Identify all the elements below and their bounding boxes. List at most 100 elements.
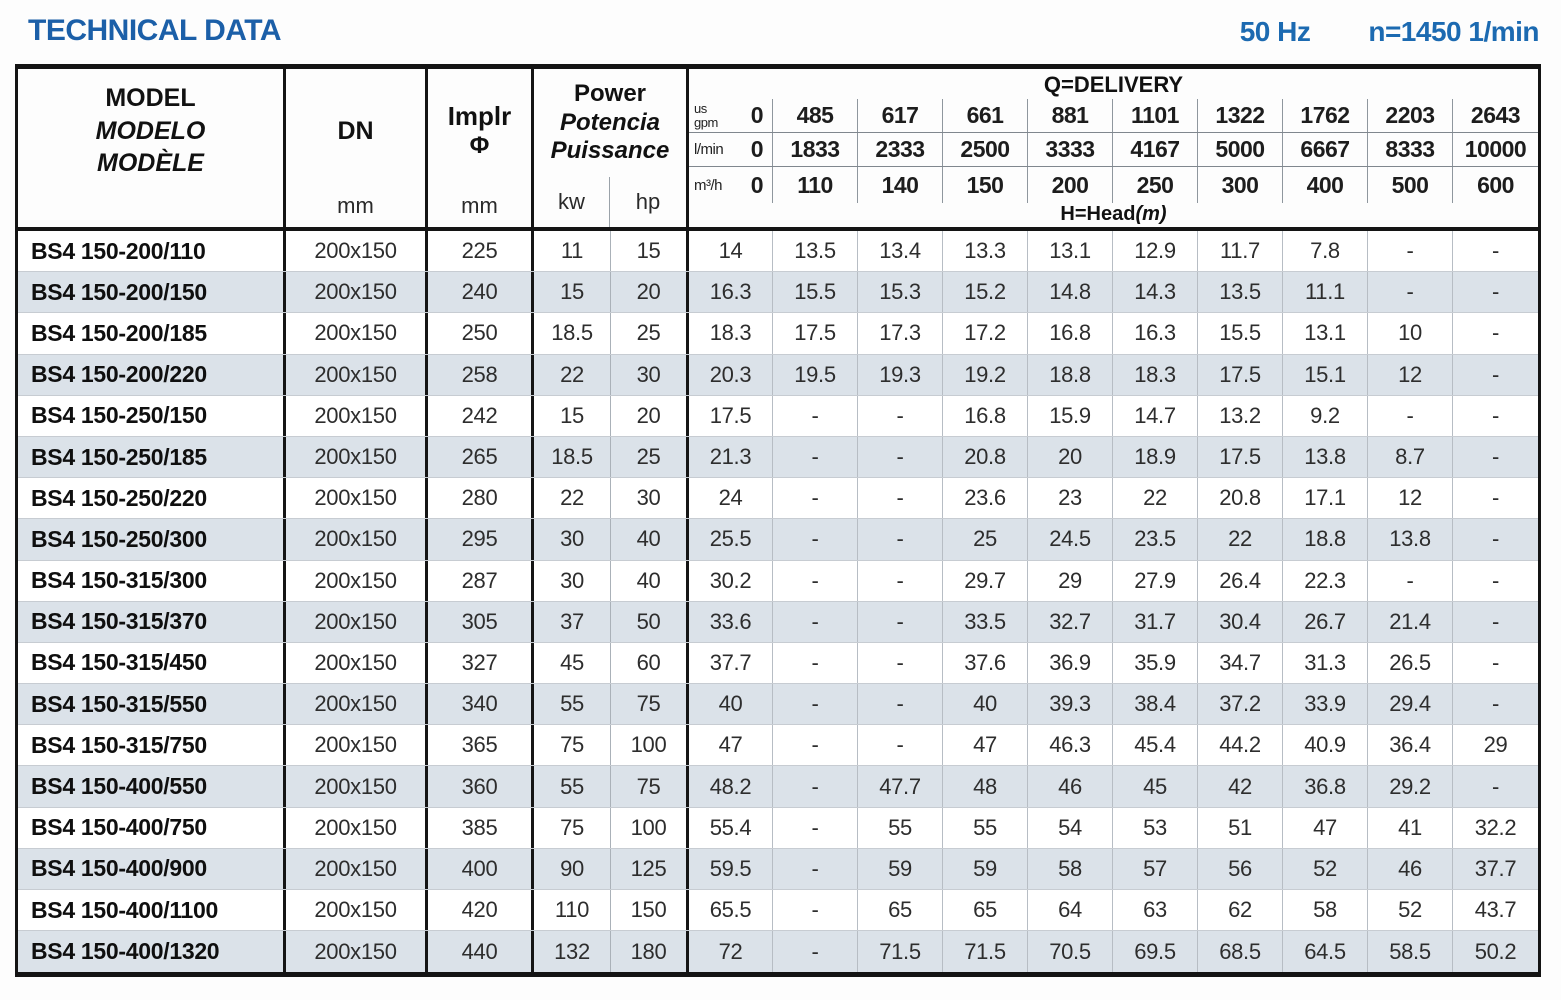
head-value-cell: 39.3	[1028, 684, 1113, 725]
head-value-cell: 37.6	[943, 642, 1028, 684]
head-value-cell: 35.9	[1113, 642, 1198, 684]
head-value-cell: 55	[858, 807, 943, 848]
impeller-cell: 265	[428, 436, 534, 478]
impeller-cell: 340	[428, 684, 534, 725]
head-value-cell: 19.5	[773, 354, 858, 395]
head-value-cell: 18.8	[1028, 354, 1113, 395]
head-value-cell: -	[773, 560, 858, 601]
impeller-cell: 440	[428, 931, 534, 973]
head-value-cell: -	[773, 519, 858, 560]
flow-value-cell: 1101	[1113, 99, 1198, 132]
head-value-cell: 26.4	[1198, 560, 1283, 601]
kw-cell: 90	[534, 848, 611, 889]
head-value-cell: 52	[1368, 890, 1453, 931]
head-row-label: H=Head(m)	[689, 203, 1538, 227]
head-value-cell: 22	[1198, 519, 1283, 560]
power-label-es: Potencia	[559, 108, 661, 136]
head-value-cell: 41	[1368, 807, 1453, 848]
head-value-cell: 40.9	[1283, 725, 1368, 766]
head-value-cell: 46	[1368, 848, 1453, 889]
head-value-cell: -	[773, 436, 858, 478]
hp-cell: 60	[611, 642, 689, 684]
head-value-cell: 32.7	[1028, 601, 1113, 642]
head-value-cell: 34.7	[1198, 642, 1283, 684]
head-value-cell: 18.3	[689, 313, 773, 354]
dn-cell: 200x150	[286, 807, 428, 848]
flow-value: 0	[750, 171, 764, 198]
head-value-cell: 13.2	[1198, 395, 1283, 436]
head-value-cell: 15.9	[1028, 395, 1113, 436]
impeller-cell: 280	[428, 478, 534, 519]
head-value-cell: 47	[1283, 807, 1368, 848]
flow-value-cell: 2643	[1470, 102, 1521, 128]
head-value-cell: 29.7	[943, 560, 1028, 601]
table-row: BS4 150-200/150 200x150 240 15 20 16.3 15.5 15.…	[18, 272, 1538, 314]
hp-cell: 75	[611, 684, 689, 725]
dn-unit: mm	[337, 193, 374, 218]
head-value-cell: 12	[1368, 354, 1453, 395]
model-cell: BS4 150-200/185	[18, 313, 286, 354]
operating-conditions: 50 Hz n=1450 1/min	[1240, 14, 1540, 48]
impeller-cell: 420	[428, 890, 534, 931]
head-value-cell: 17.5	[773, 313, 858, 354]
dn-cell: 200x150	[286, 519, 428, 560]
table-row: BS4 150-250/185 200x150 265 18.5 25 21.3- -20.…	[18, 436, 1538, 479]
model-cell: BS4 150-200/110	[18, 231, 286, 272]
head-value-cell: -	[1368, 395, 1453, 436]
head-value-cell: -	[1491, 608, 1500, 634]
speed-label: n=1450 1/min	[1368, 16, 1539, 47]
head-value-cell: 17.5	[689, 395, 773, 436]
head-value-cell: -	[1368, 560, 1453, 601]
kw-cell: 45	[534, 642, 611, 684]
head-value-cell: 13.5	[773, 231, 858, 272]
impeller-cell: 365	[428, 725, 534, 766]
dn-cell: 200x150	[286, 931, 428, 973]
flow-value-cell: 1762	[1283, 99, 1368, 132]
head-label: H=Head	[1060, 203, 1136, 225]
kw-cell: 11	[534, 231, 611, 272]
flow-value-cell: 200	[1028, 167, 1113, 203]
head-value-cell: 14.3	[1113, 272, 1198, 313]
flow-value-cell: 300	[1198, 167, 1283, 203]
head-value-cell: 59	[943, 848, 1028, 889]
table-body: BS4 150-200/110 200x150 225 11 15 14 13.5 13.4 1…	[18, 231, 1538, 973]
head-value-cell: 69.5	[1113, 931, 1198, 973]
head-value-cell: 14.8	[1028, 272, 1113, 313]
flow-value-cell: 250	[1113, 167, 1198, 203]
head-value-cell: 11.7	[1198, 231, 1283, 272]
dn-cell: 200x150	[286, 684, 428, 725]
model-cell: BS4 150-315/550	[18, 684, 286, 725]
head-value-cell: 64.5	[1283, 931, 1368, 973]
head-value-cell: 25	[943, 519, 1028, 560]
delivery-unit-row: l/min 0 1833 2333 2500 3333 4167 5000 6667 8333 10…	[689, 133, 1538, 167]
head-value-cell: 58.5	[1368, 931, 1453, 973]
hp-cell: 125	[611, 848, 689, 889]
head-value-cell: -	[858, 642, 943, 684]
page-header: TECHNICAL DATA 50 Hz n=1450 1/min	[0, 0, 1561, 64]
head-value-cell: 36.8	[1283, 766, 1368, 807]
head-value-cell: 38.4	[1113, 684, 1198, 725]
head-value-cell: 55.4	[689, 807, 773, 848]
head-value-cell: 57	[1113, 848, 1198, 889]
table-row: BS4 150-250/150 200x150 242 15 20 17.5- -16.8 1…	[18, 395, 1538, 437]
kw-cell: 75	[534, 725, 611, 766]
dn-cell: 200x150	[286, 436, 428, 478]
dn-column-header: DN mm	[286, 69, 428, 227]
hp-cell: 180	[611, 931, 689, 973]
dn-cell: 200x150	[286, 478, 428, 519]
impeller-cell: 295	[428, 519, 534, 560]
kw-cell: 132	[534, 931, 611, 973]
flow-value-cell: 3333	[1028, 133, 1113, 166]
flow-value-cell: 10000	[1464, 136, 1527, 162]
head-value-cell: 23	[1028, 478, 1113, 519]
hp-cell: 30	[611, 478, 689, 519]
head-value-cell: 23.6	[943, 478, 1028, 519]
kw-cell: 30	[534, 519, 611, 560]
head-value-cell: 51	[1198, 807, 1283, 848]
hp-cell: 20	[611, 272, 689, 313]
flow-value-cell: 600	[1477, 171, 1514, 198]
table-row: BS4 150-315/370 200x150 305 37 50 33.6- -33.5 3…	[18, 601, 1538, 643]
impeller-cell: 242	[428, 395, 534, 436]
hp-cell: 20	[611, 395, 689, 436]
model-label-fr: MODÈLE	[97, 149, 204, 178]
